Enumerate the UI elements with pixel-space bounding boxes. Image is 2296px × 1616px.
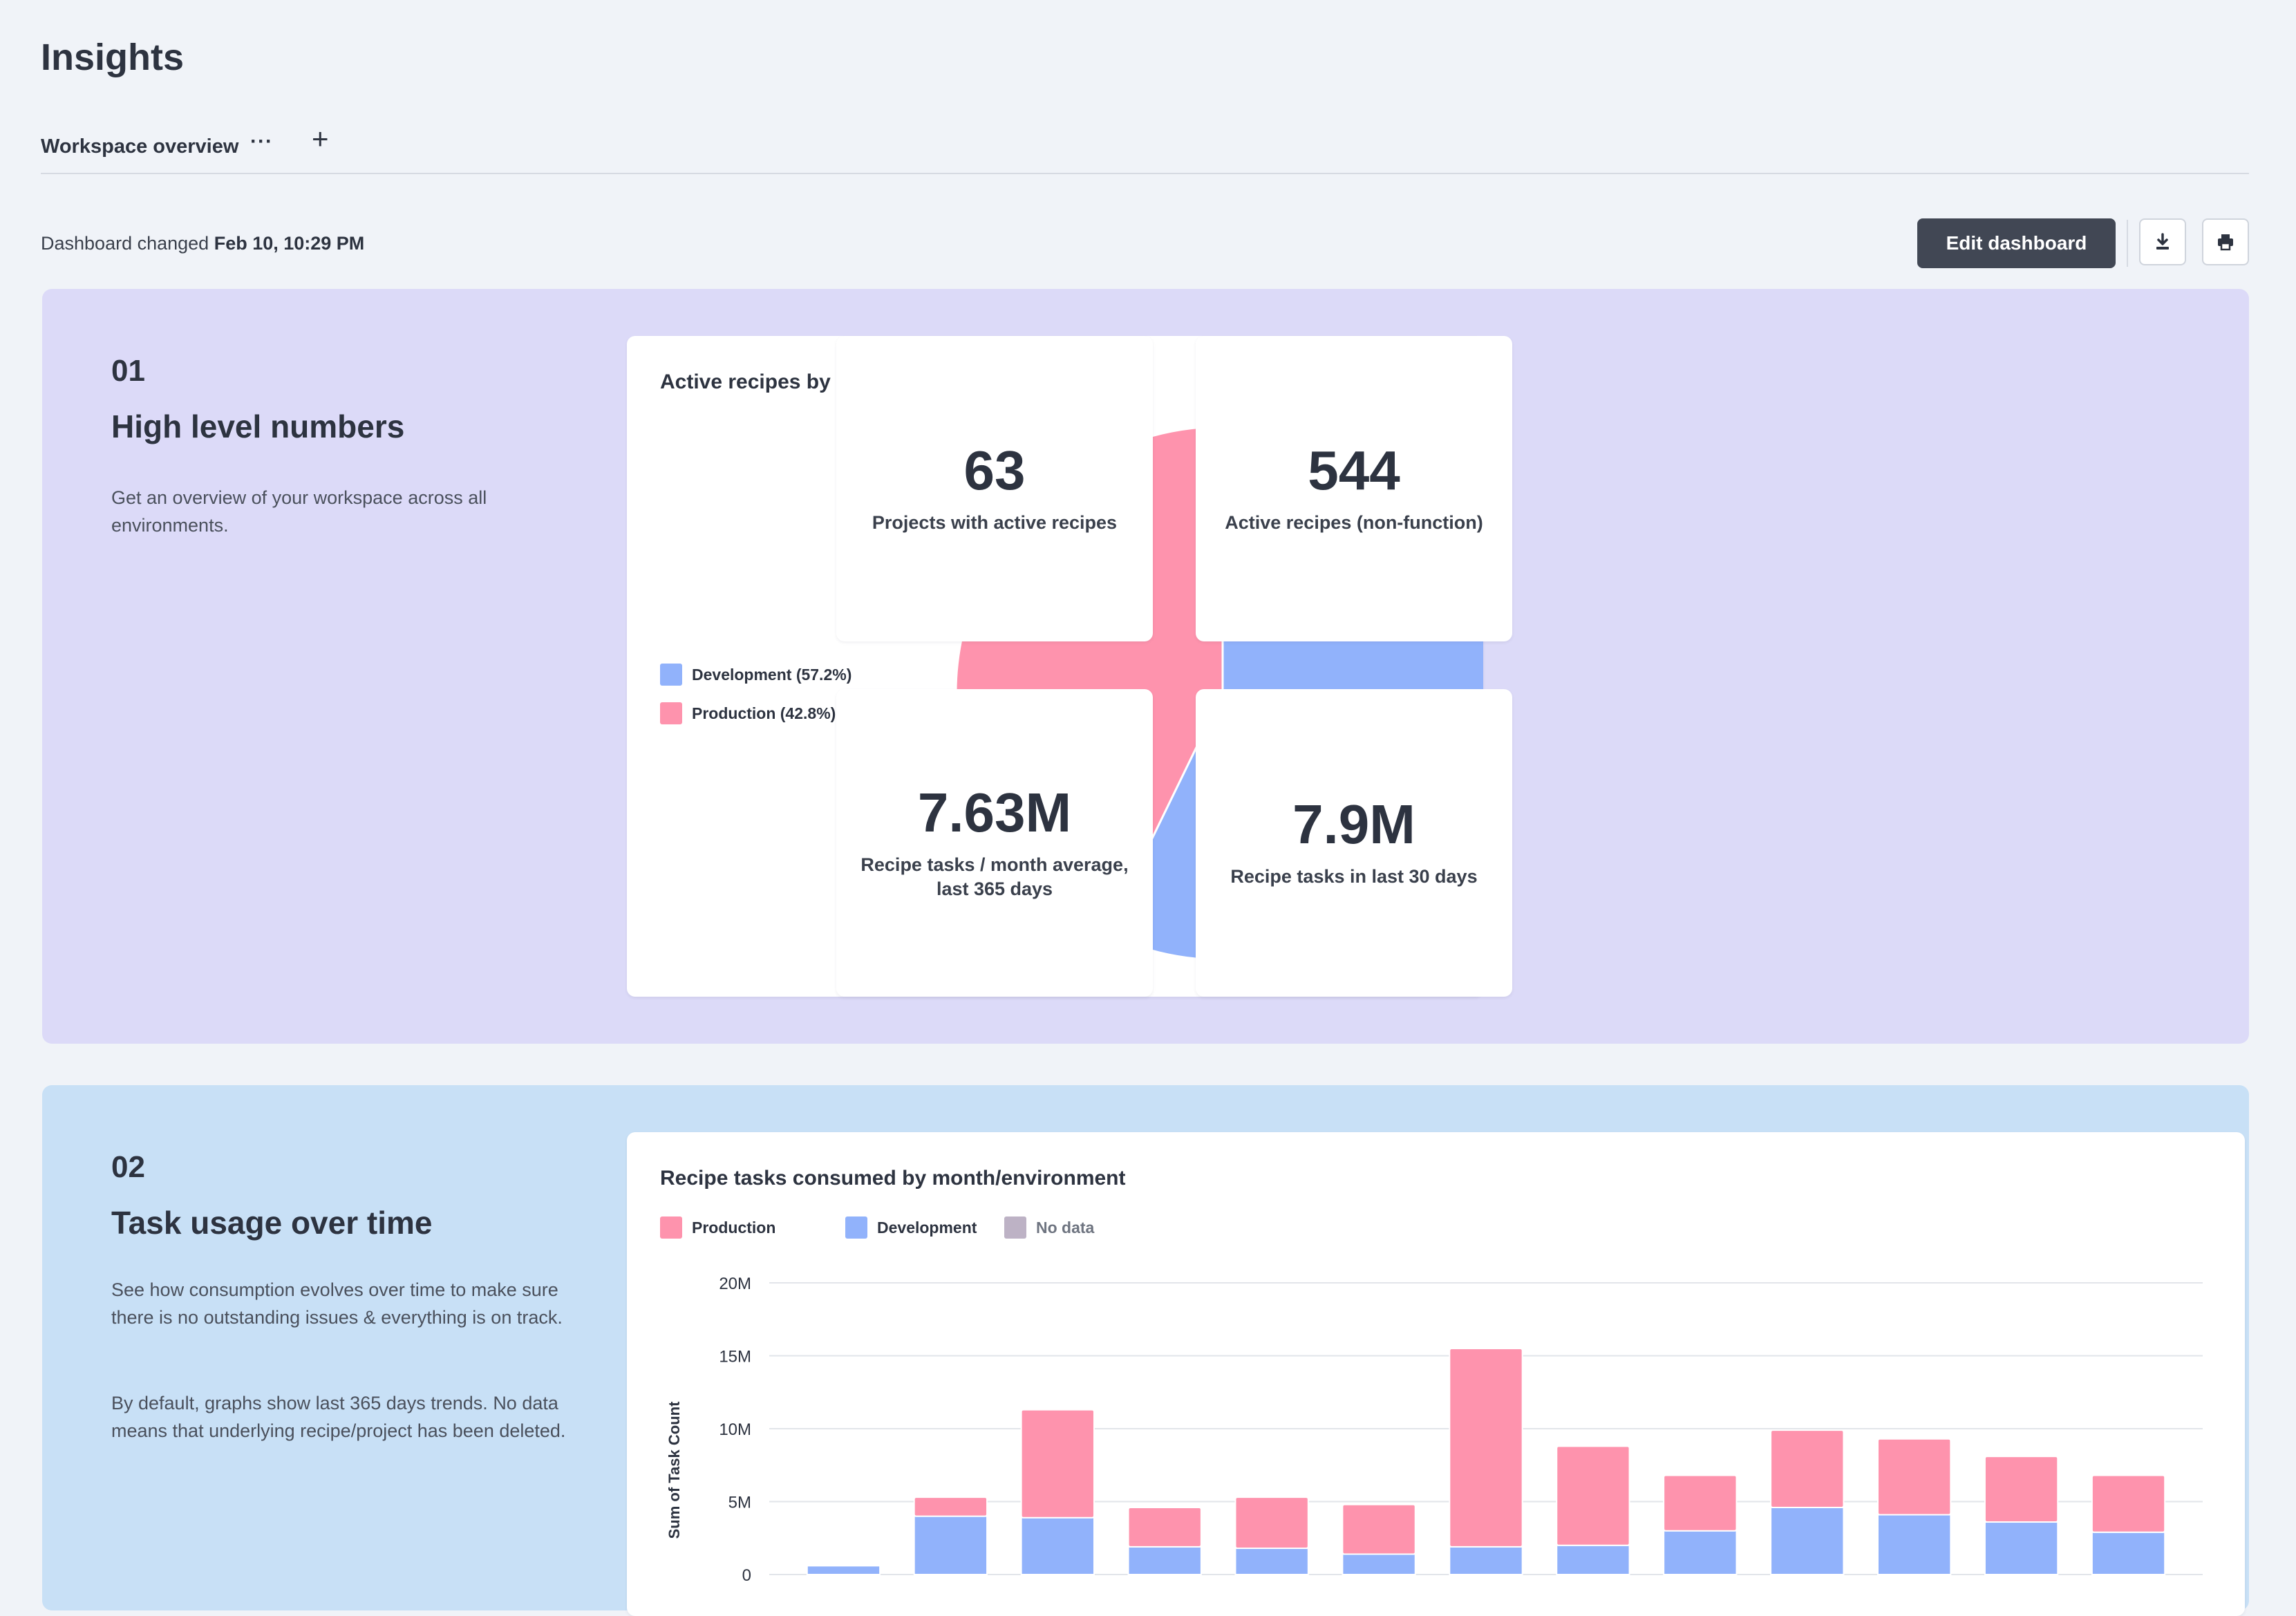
legend-swatch-production — [660, 702, 682, 724]
y-axis-label: Sum of Task Count — [666, 1401, 683, 1539]
bar-production-10[interactable] — [1877, 1438, 1952, 1516]
download-icon — [2156, 233, 2169, 250]
bar-development-2[interactable] — [1020, 1516, 1095, 1576]
bar-development-5[interactable] — [1342, 1553, 1416, 1576]
bar-production-5[interactable] — [1342, 1503, 1416, 1555]
tab-more-icon[interactable]: ··· — [250, 130, 273, 153]
bar-development-6[interactable] — [1449, 1545, 1523, 1575]
stat-card-last-30-days: 7.9M Recipe tasks in last 30 days — [1196, 689, 1512, 997]
bar-production-8[interactable] — [1663, 1474, 1738, 1532]
bar-production-11[interactable] — [1984, 1456, 2059, 1523]
legend-production[interactable]: Production (42.8%) — [660, 702, 836, 724]
download-button[interactable] — [2139, 218, 2186, 265]
legend-label-production: Production — [692, 1218, 776, 1237]
stat-label: Active recipes (non-function) — [1225, 511, 1483, 533]
bar-development-10[interactable] — [1877, 1514, 1952, 1575]
legend-swatch-no-data — [1004, 1216, 1026, 1239]
y-tick-label: 5M — [728, 1494, 751, 1512]
y-tick-label: 0 — [742, 1566, 751, 1585]
section-description: See how consumption evolves over time to… — [111, 1279, 563, 1328]
legend-label-no-data: No data — [1036, 1218, 1095, 1237]
bar-production-3[interactable] — [1127, 1506, 1202, 1548]
tab-workspace-overview[interactable]: Workspace overview — [41, 135, 239, 158]
legend-label-development: Development (57.2%) — [692, 665, 852, 684]
legend-development[interactable]: Development — [845, 1216, 977, 1239]
stat-value: 7.63M — [917, 781, 1072, 843]
legend-swatch-development — [845, 1216, 867, 1239]
section-description: Get an overview of your workspace across… — [111, 487, 487, 536]
print-icon — [2218, 234, 2233, 251]
legend-production[interactable]: Production — [660, 1216, 775, 1239]
stat-value: 63 — [963, 439, 1026, 501]
y-tick-label: 20M — [719, 1275, 751, 1293]
legend-label-production: Production (42.8%) — [692, 704, 836, 722]
tab-divider — [41, 173, 2249, 174]
changed-prefix: Dashboard changed — [41, 233, 209, 254]
stat-card-active-recipes: 544 Active recipes (non-function) — [1196, 336, 1512, 641]
page-title: Insights — [41, 37, 185, 78]
y-tick-label: 10M — [719, 1420, 751, 1439]
bar-production-2[interactable] — [1020, 1409, 1095, 1519]
legend-development[interactable]: Development (57.2%) — [660, 664, 851, 686]
section-number: 02 — [111, 1150, 145, 1184]
bar-development-11[interactable] — [1984, 1521, 2059, 1575]
changed-time: Feb 10, 10:29 PM — [214, 233, 365, 254]
section-description-secondary: By default, graphs show last 365 days tr… — [111, 1393, 566, 1441]
bar-production-9[interactable] — [1770, 1429, 1845, 1508]
stat-label: Recipe tasks in last 30 days — [1230, 866, 1478, 887]
bar-development-9[interactable] — [1770, 1506, 1845, 1575]
toolbar-divider — [2127, 220, 2128, 267]
bar-development-12[interactable] — [2091, 1531, 2166, 1575]
bar-chart-title: Recipe tasks consumed by month/environme… — [660, 1167, 1126, 1190]
bar-development-4[interactable] — [1234, 1548, 1309, 1576]
bar-development-8[interactable] — [1663, 1530, 1738, 1576]
bar-development-3[interactable] — [1127, 1545, 1202, 1575]
stat-label: Recipe tasks / month average, last 365 d… — [860, 854, 1129, 899]
stat-card-monthly-average: 7.63M Recipe tasks / month average, last… — [836, 689, 1153, 997]
section-title: High level numbers — [111, 408, 405, 444]
legend-label-development: Development — [877, 1218, 977, 1237]
section-task-usage: 02 Task usage over time See how consumpt… — [42, 1085, 2249, 1616]
bar-development-7[interactable] — [1556, 1544, 1630, 1575]
legend-no-data[interactable]: No data — [1004, 1216, 1094, 1239]
bar-production-6[interactable] — [1449, 1347, 1523, 1548]
add-tab-icon[interactable]: + — [312, 122, 329, 155]
stat-value: 7.9M — [1292, 793, 1415, 855]
bar-chart: 0 5M 10M 15M 20M Sum of Task Count — [666, 1275, 2203, 1585]
bar-development-0[interactable] — [806, 1565, 881, 1576]
dashboard-changed-text: Dashboard changed Feb 10, 10:29 PM — [41, 233, 364, 254]
print-button[interactable] — [2202, 218, 2249, 265]
section-high-level-numbers: 01 High level numbers Get an overview of… — [42, 289, 2249, 1044]
legend-swatch-production — [660, 1216, 682, 1239]
legend-swatch-development — [660, 664, 682, 686]
stat-label: Projects with active recipes — [872, 511, 1118, 533]
bar-production-12[interactable] — [2091, 1474, 2166, 1533]
section-number: 01 — [111, 354, 145, 388]
stat-card-projects: 63 Projects with active recipes — [836, 336, 1153, 641]
section-title: Task usage over time — [111, 1205, 433, 1241]
bar-development-1[interactable] — [913, 1515, 988, 1575]
bar-production-7[interactable] — [1556, 1445, 1630, 1546]
bar-chart-card: Recipe tasks consumed by month/environme… — [627, 1132, 2245, 1616]
stat-value: 544 — [1308, 439, 1400, 501]
y-tick-label: 15M — [719, 1348, 751, 1366]
edit-dashboard-button[interactable]: Edit dashboard — [1917, 218, 2116, 268]
bar-production-1[interactable] — [913, 1496, 988, 1517]
bar-production-4[interactable] — [1234, 1496, 1309, 1550]
